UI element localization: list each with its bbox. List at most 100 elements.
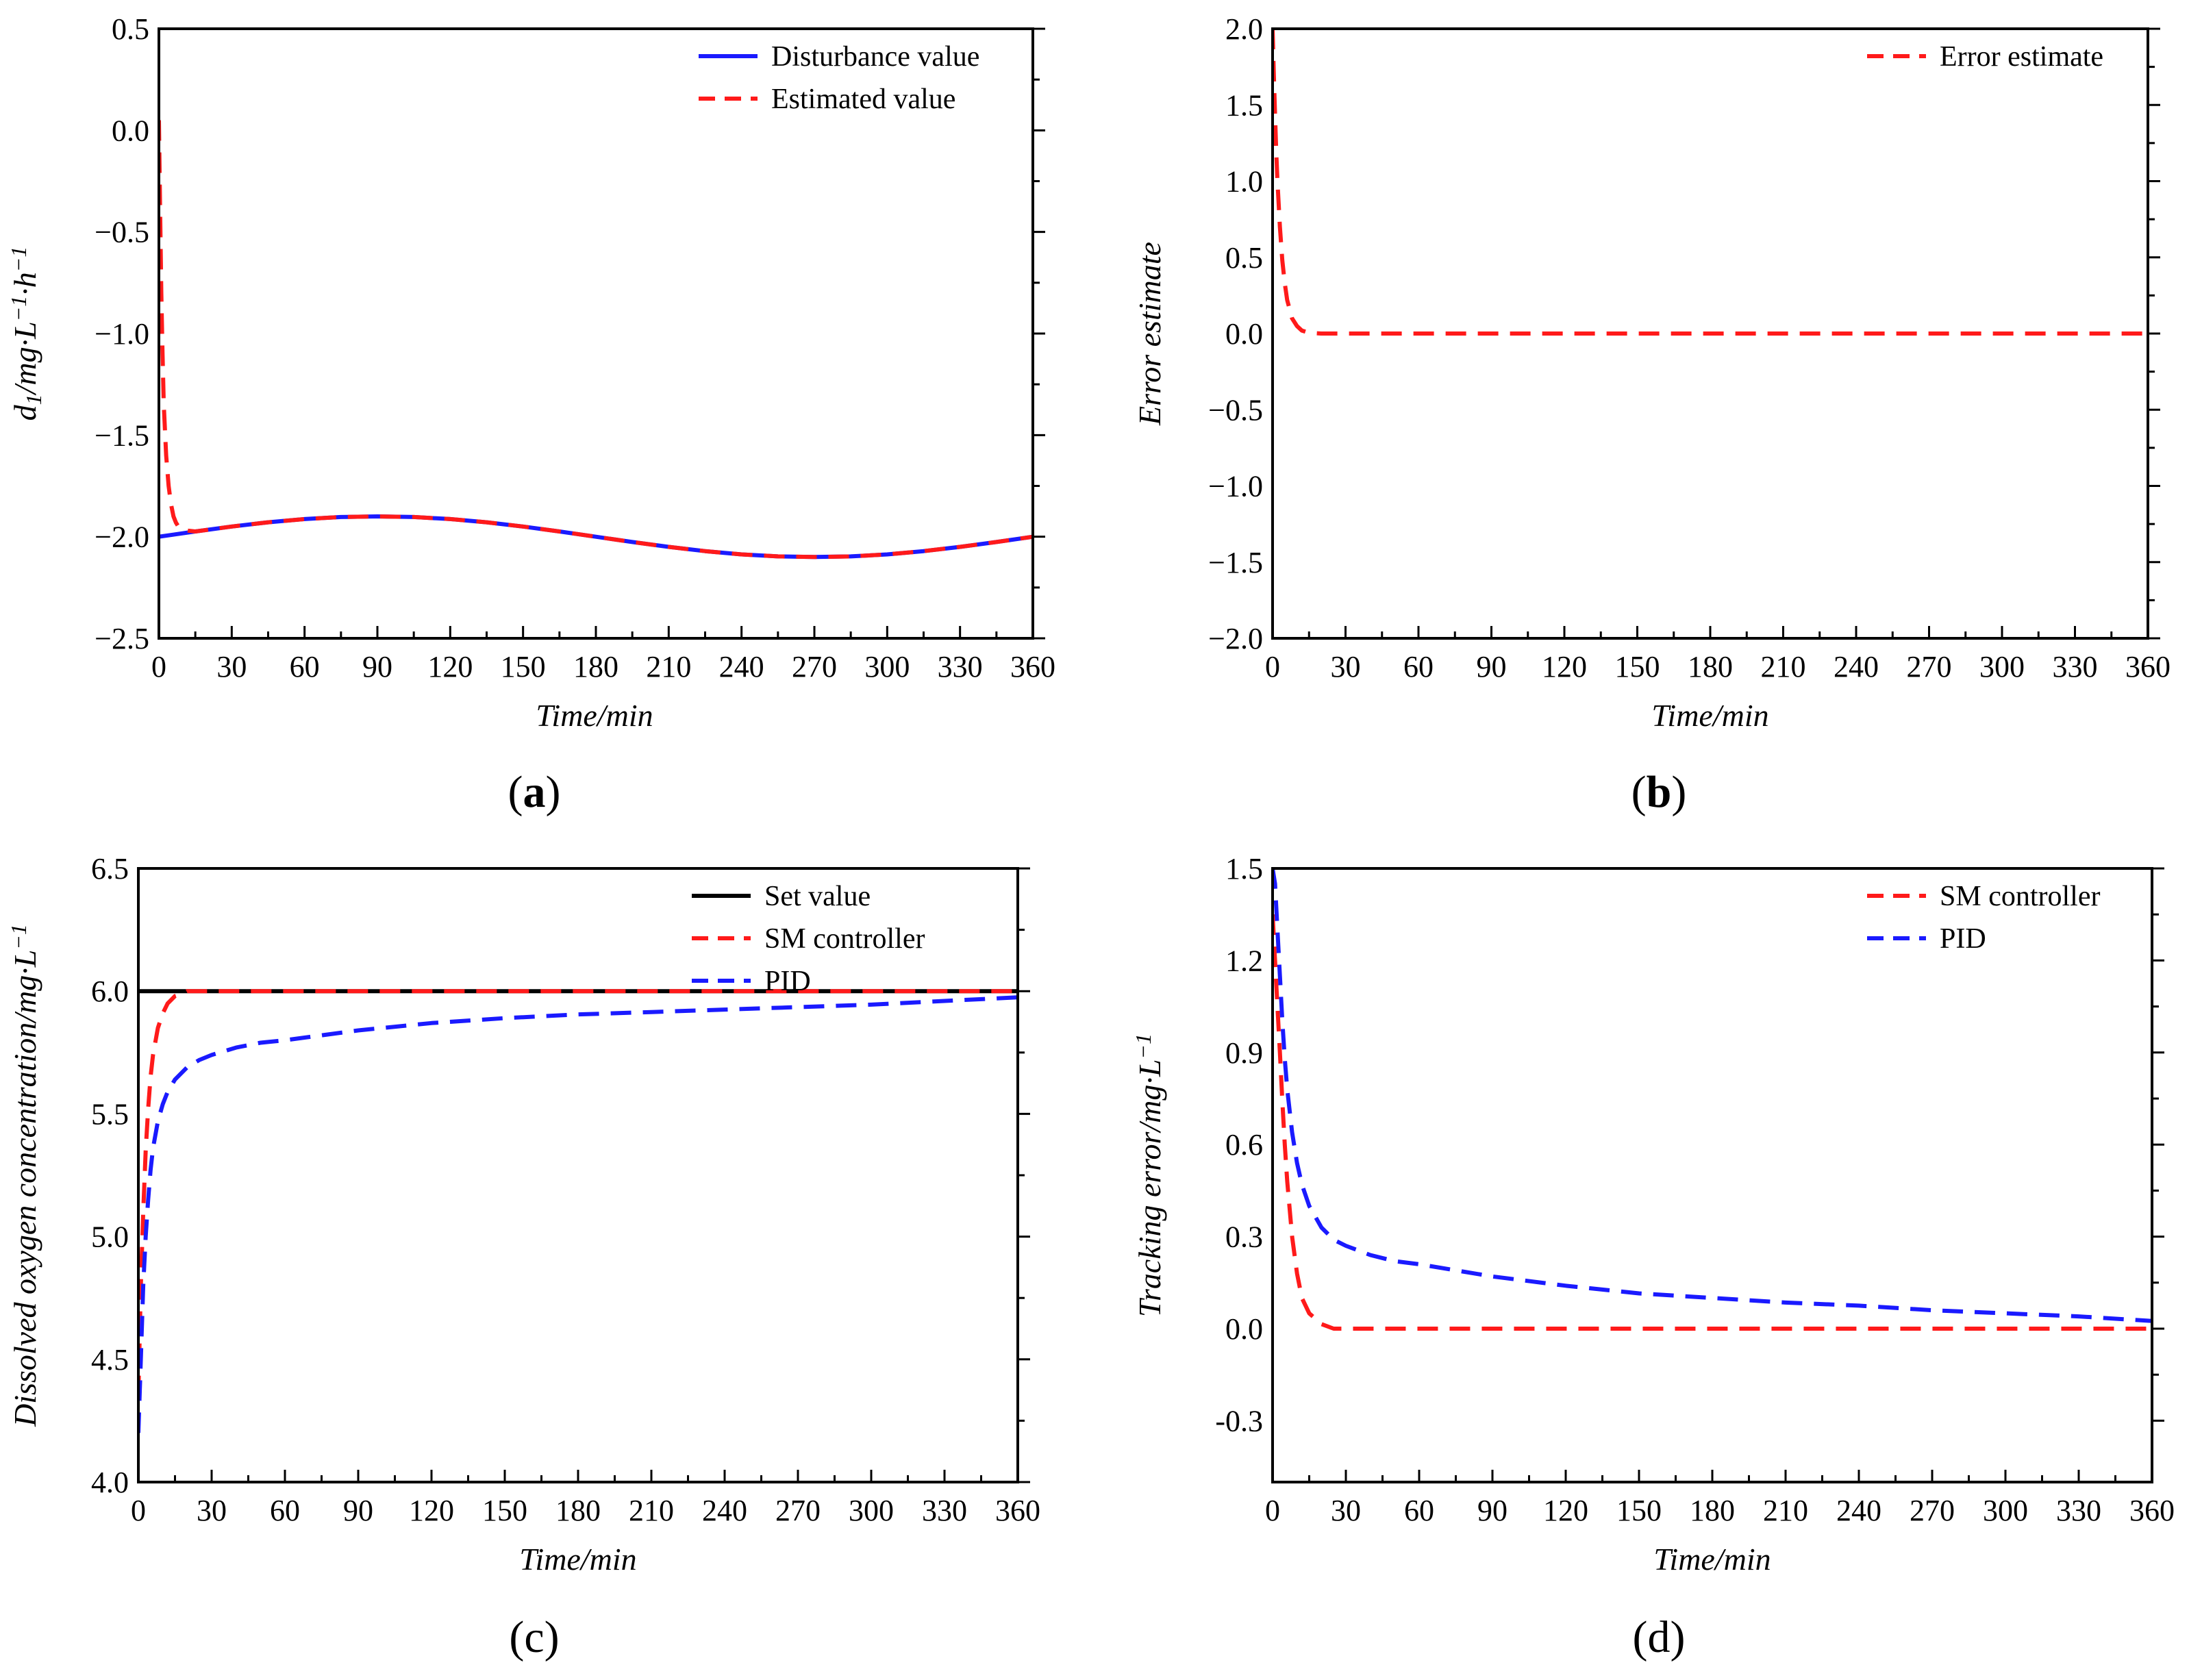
x-tick-label: 330 bbox=[2056, 1494, 2101, 1527]
x-tick-label: 180 bbox=[1690, 1494, 1735, 1527]
x-tick-label: 360 bbox=[995, 1494, 1040, 1527]
y-tick-label: −2.0 bbox=[95, 521, 149, 554]
x-tick-label: 330 bbox=[938, 650, 983, 684]
x-axis-title: Time/min bbox=[1653, 1542, 1771, 1577]
x-tick-label: 0 bbox=[151, 650, 166, 684]
x-tick-label: 150 bbox=[1616, 1494, 1662, 1527]
x-tick-label: 120 bbox=[427, 650, 473, 684]
legend-entry: SM controller bbox=[1940, 881, 2100, 912]
y-tick-label: −2.0 bbox=[1208, 622, 1263, 655]
y-tick-label: 0.0 bbox=[1225, 317, 1263, 351]
x-tick-label: 300 bbox=[1979, 650, 2025, 684]
y-tick-label: −2.5 bbox=[95, 622, 149, 655]
panel-label-part: ( bbox=[1631, 767, 1647, 817]
series-line-sm-controller bbox=[1273, 914, 2152, 1331]
series-line-pid bbox=[138, 995, 1018, 1433]
x-tick-label: 30 bbox=[197, 1494, 227, 1527]
y-tick-label: −0.5 bbox=[1208, 393, 1263, 427]
x-tick-label: 240 bbox=[1836, 1494, 1881, 1527]
panel-label-part: ) bbox=[546, 767, 561, 817]
y-tick-label: 0.3 bbox=[1225, 1220, 1263, 1254]
x-tick-label: 210 bbox=[629, 1494, 674, 1527]
x-tick-label: 120 bbox=[1543, 1494, 1588, 1527]
y-axis-title-part: 1 bbox=[21, 394, 46, 405]
x-axis-title: Time/min bbox=[536, 698, 653, 733]
x-tick-label: 330 bbox=[922, 1494, 967, 1527]
x-tick-label: 90 bbox=[343, 1494, 373, 1527]
x-tick-label: 330 bbox=[2053, 650, 2098, 684]
y-tick-label: 0.6 bbox=[1225, 1128, 1263, 1162]
x-tick-label: 300 bbox=[864, 650, 910, 684]
series-line-estimated-value bbox=[159, 120, 1033, 560]
plot-frame bbox=[158, 27, 1034, 640]
y-axis-title: Tracking error/mg·L−1 bbox=[1131, 1033, 1167, 1317]
x-tick-label: 0 bbox=[131, 1494, 146, 1527]
x-tick-label: 240 bbox=[702, 1494, 747, 1527]
x-tick-label: 360 bbox=[2125, 650, 2171, 684]
x-tick-label: 300 bbox=[1983, 1494, 2028, 1527]
y-tick-label: 0.0 bbox=[1225, 1312, 1263, 1346]
x-tick-label: 240 bbox=[1834, 650, 1879, 684]
panel-label-part: d bbox=[1648, 1612, 1671, 1662]
panel-label-part: c bbox=[524, 1612, 544, 1662]
y-tick-label: −0.5 bbox=[95, 216, 149, 249]
panel-label: (b) bbox=[1631, 767, 1687, 817]
y-tick-label: 4.0 bbox=[91, 1466, 129, 1499]
plot-frame bbox=[1271, 867, 2153, 1483]
x-tick-label: 180 bbox=[555, 1494, 601, 1527]
x-tick-label: 300 bbox=[849, 1494, 894, 1527]
y-axis-title-part: Dissolved oxygen concentration/mg·L bbox=[8, 950, 42, 1427]
y-tick-label: 0.0 bbox=[112, 114, 149, 147]
series-line-sm-controller bbox=[138, 989, 1018, 1396]
y-tick-label: 1.5 bbox=[1225, 852, 1263, 886]
panel-label-part: ) bbox=[545, 1612, 560, 1662]
x-tick-label: 0 bbox=[1265, 650, 1280, 684]
x-tick-label: 30 bbox=[216, 650, 247, 684]
panel-label-part: ( bbox=[1633, 1612, 1648, 1662]
panel-label: (a) bbox=[508, 767, 561, 817]
x-tick-label: 210 bbox=[1761, 650, 1806, 684]
x-axis-title: Time/min bbox=[1651, 698, 1768, 733]
x-tick-label: 240 bbox=[719, 650, 764, 684]
y-tick-label: 6.5 bbox=[91, 852, 129, 886]
y-tick-label: 0.5 bbox=[112, 12, 149, 46]
plot-frame bbox=[137, 867, 1019, 1483]
y-tick-label: 5.5 bbox=[91, 1097, 129, 1131]
y-tick-label: 1.0 bbox=[1225, 165, 1263, 199]
chart-panel-a: 0 30 60 90 120 150 180 210 240 270 300 330 360 −2.5 −2… bbox=[6, 12, 1055, 817]
y-axis-title-part: Tracking error/mg·L bbox=[1132, 1060, 1167, 1318]
y-tick-label: 2.0 bbox=[1225, 12, 1263, 46]
y-axis-title: d1/mg·L−1·h−1 bbox=[6, 247, 46, 421]
panel-label: (d) bbox=[1633, 1612, 1686, 1662]
y-tick-label: 0.5 bbox=[1225, 241, 1263, 275]
x-tick-label: 180 bbox=[1688, 650, 1733, 684]
y-tick-label: 6.0 bbox=[91, 975, 129, 1008]
x-tick-label: 210 bbox=[646, 650, 691, 684]
panel-label-part: ( bbox=[509, 1612, 524, 1662]
y-tick-label: −1.5 bbox=[95, 418, 149, 452]
legend-entry: Set value bbox=[764, 881, 871, 912]
x-tick-label: 360 bbox=[2129, 1494, 2175, 1527]
y-tick-label: -0.3 bbox=[1215, 1404, 1263, 1438]
x-tick-label: 60 bbox=[1404, 1494, 1434, 1527]
y-axis-title-part: d bbox=[8, 404, 42, 421]
series-line-disturbance-value bbox=[159, 514, 1033, 560]
x-tick-label: 90 bbox=[1477, 1494, 1508, 1527]
x-tick-label: 90 bbox=[362, 650, 392, 684]
y-tick-label: −1.0 bbox=[1208, 470, 1263, 503]
y-tick-label: 1.2 bbox=[1225, 944, 1263, 977]
x-tick-label: 90 bbox=[1477, 650, 1507, 684]
chart-panel-b: 0 30 60 90 120 150 180 210 240 270 300 330 360 −2.0 −1… bbox=[1132, 12, 2171, 817]
x-tick-label: 30 bbox=[1331, 1494, 1361, 1527]
x-tick-label: 360 bbox=[1010, 650, 1055, 684]
y-axis-title: Dissolved oxygen concentration/mg·L−1 bbox=[6, 924, 42, 1427]
legend-entry: SM controller bbox=[764, 923, 925, 955]
x-tick-label: 270 bbox=[1910, 1494, 1955, 1527]
panel-label: (c) bbox=[509, 1612, 559, 1662]
y-axis-title-part: −1 bbox=[6, 296, 31, 322]
y-tick-label: 0.9 bbox=[1225, 1036, 1263, 1070]
legend-entry: Disturbance value bbox=[771, 41, 979, 73]
y-axis-title-part: ·h bbox=[8, 272, 42, 296]
y-tick-label: −1.0 bbox=[95, 317, 149, 351]
